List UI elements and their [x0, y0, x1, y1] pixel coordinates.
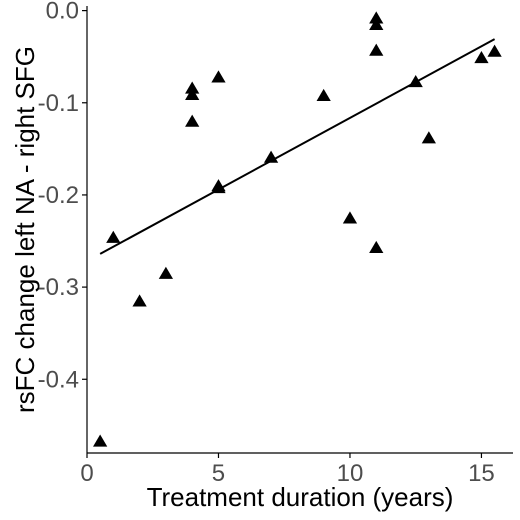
y-axis-title: rsFC change left NA - right SFG — [10, 46, 40, 413]
x-axis-title: Treatment duration (years) — [147, 482, 454, 512]
data-point — [369, 240, 384, 254]
y-tick-label: -0.3 — [38, 274, 79, 301]
data-point — [185, 114, 200, 127]
data-point — [211, 70, 226, 83]
x-tick-label: 0 — [80, 460, 93, 487]
data-point — [408, 74, 423, 88]
data-point — [342, 211, 358, 224]
y-tick-label: -0.4 — [38, 366, 79, 393]
y-ticks: 0.0 -0.1 -0.2 -0.3 -0.4 — [38, 0, 87, 393]
y-tick-label: -0.1 — [38, 90, 79, 117]
x-ticks: 0 5 10 15 — [80, 453, 495, 487]
data-point — [369, 11, 384, 24]
data-point — [185, 87, 200, 101]
data-point — [263, 150, 279, 163]
y-tick-label: -0.2 — [38, 182, 79, 209]
x-axis: 0 5 10 15 — [80, 452, 513, 487]
data-point — [106, 230, 121, 243]
data-point — [316, 88, 331, 101]
data-point — [421, 131, 436, 144]
data-points — [93, 11, 502, 447]
data-point — [487, 44, 502, 57]
data-point — [369, 43, 384, 56]
data-point — [158, 266, 174, 279]
data-point — [211, 180, 226, 194]
data-point — [185, 81, 200, 94]
regression-line — [99, 38, 496, 255]
data-point — [93, 434, 108, 447]
x-tick-label: 10 — [337, 460, 364, 487]
x-tick-label: 15 — [468, 460, 495, 487]
y-axis: 0.0 -0.1 -0.2 -0.3 -0.4 — [38, 0, 88, 453]
data-point — [369, 17, 384, 31]
x-tick-label: 5 — [212, 460, 225, 487]
y-tick-label: 0.0 — [46, 0, 79, 25]
data-point — [474, 51, 489, 64]
data-point — [132, 294, 147, 307]
